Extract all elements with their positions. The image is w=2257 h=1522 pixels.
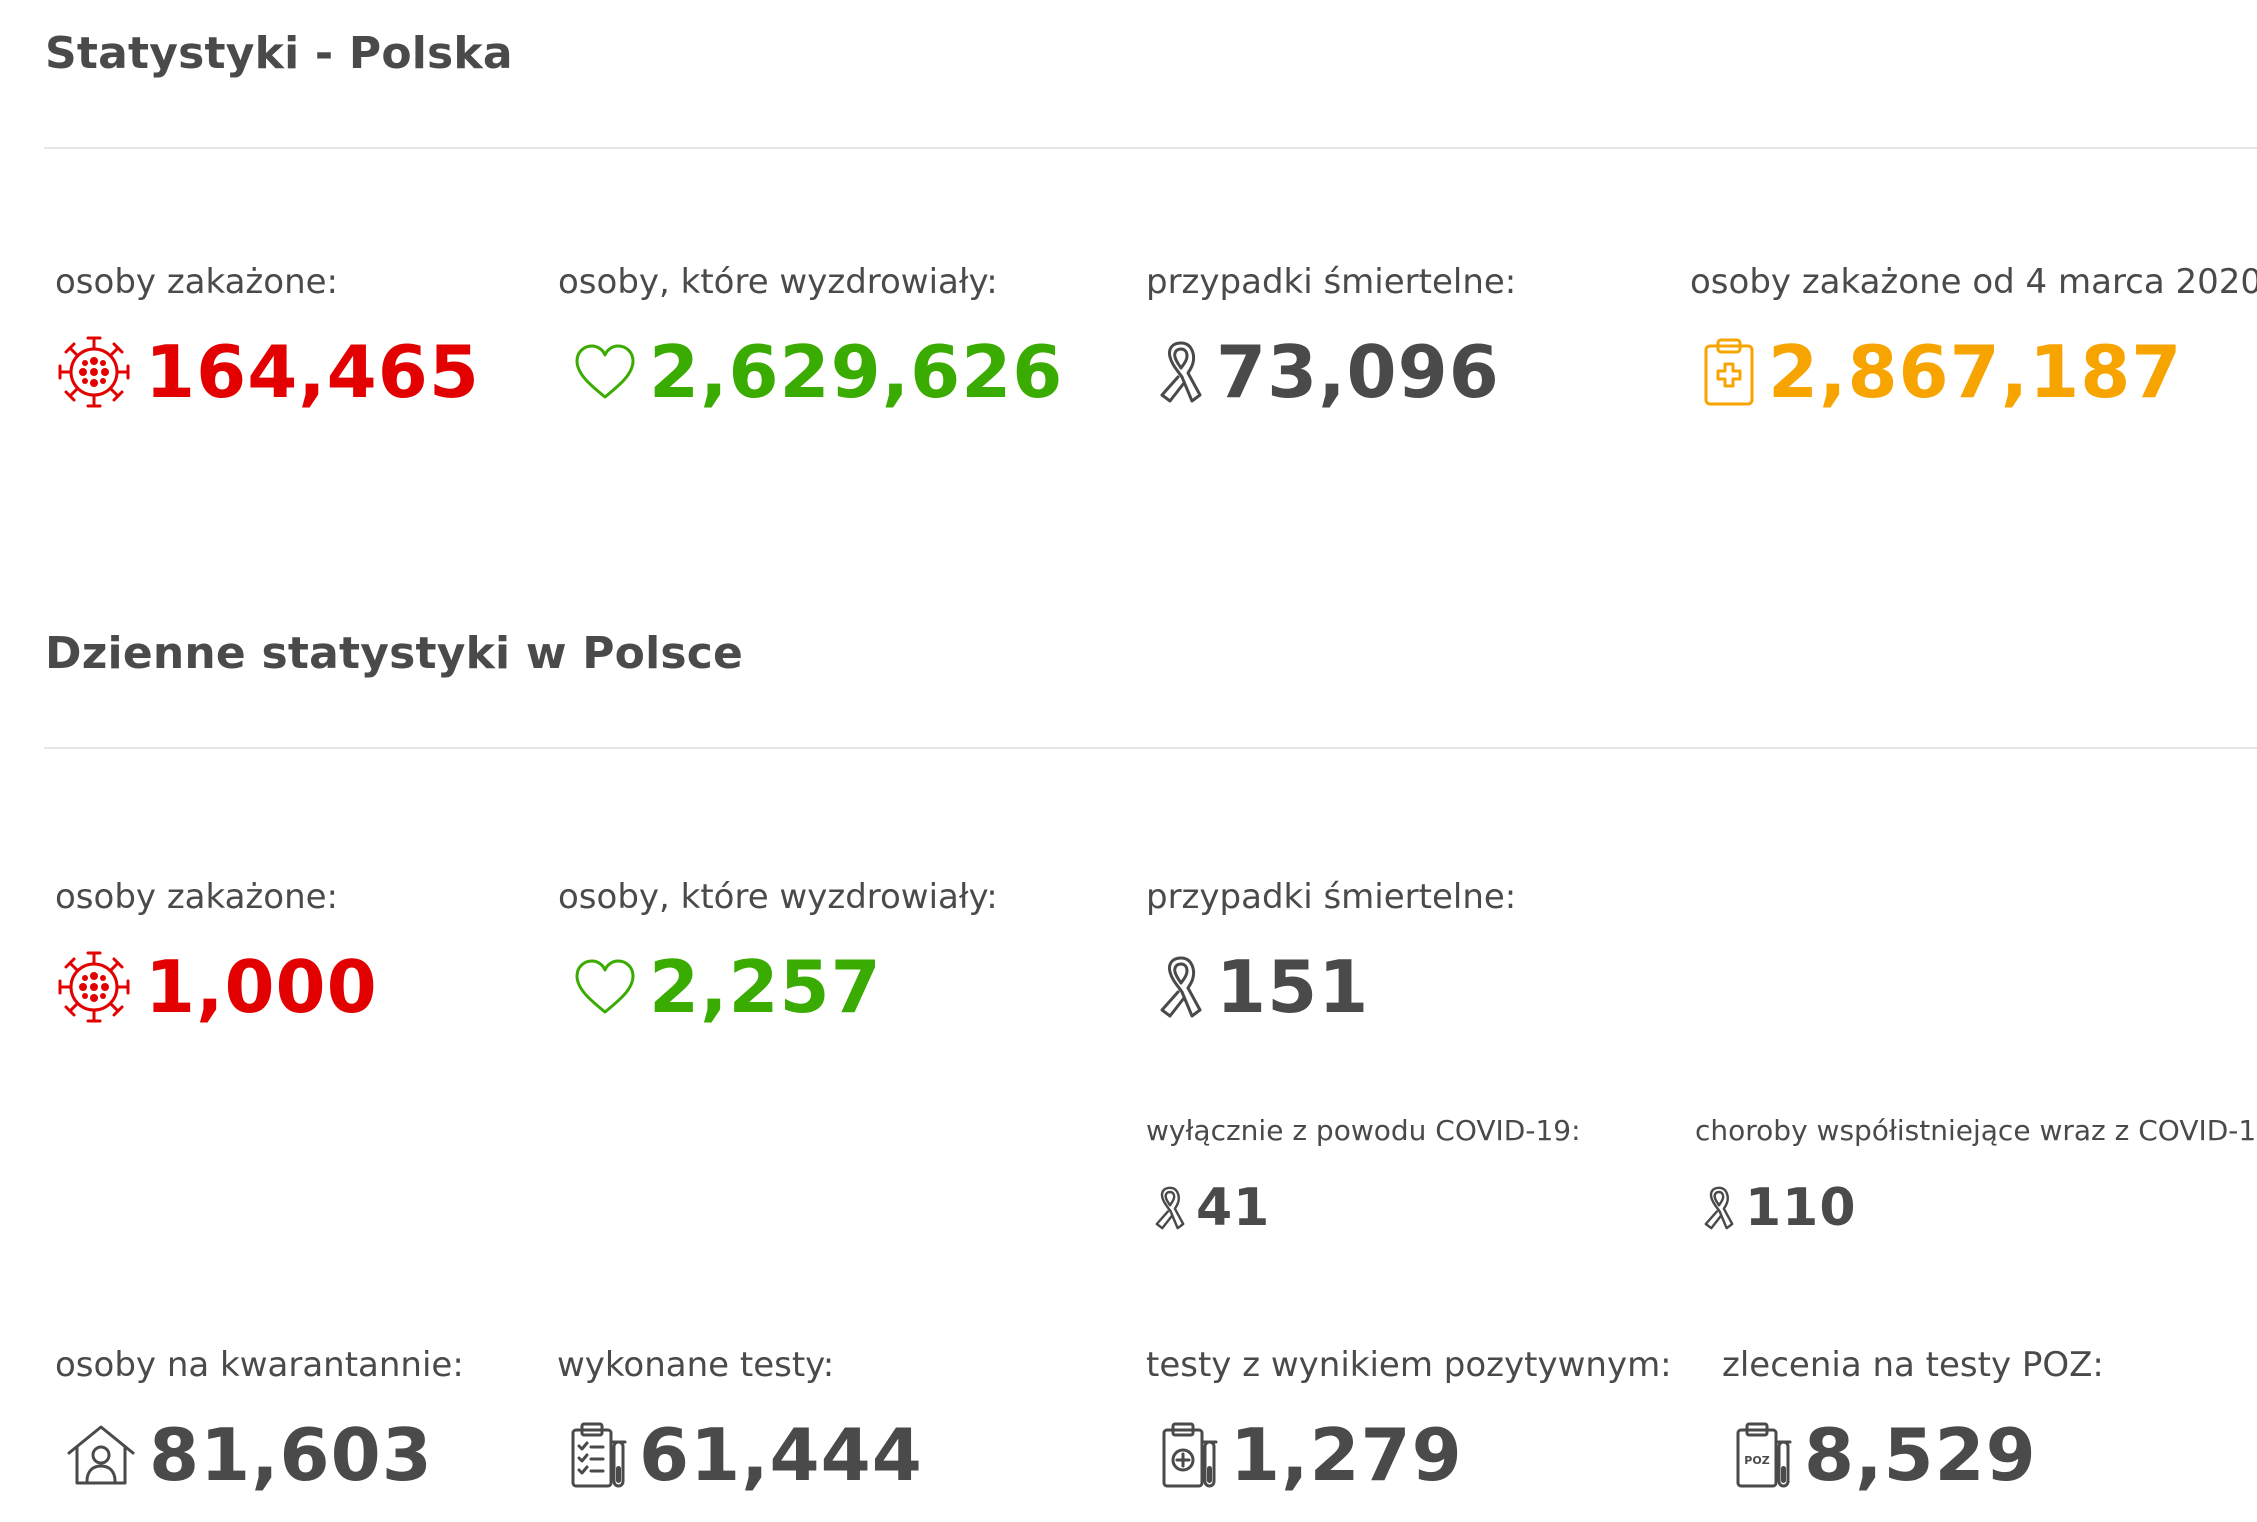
daily-stats-divider [44,747,2257,749]
daily-quarantine-card: osoby na kwarantannie: 81,603 [55,1345,464,1495]
heart-icon [573,958,637,1016]
total-deaths-label: przypadki śmiertelne: [1146,262,1517,302]
daily-poz-orders-card: zlecenia na testy POZ: POZ 8,529 [1722,1345,2104,1495]
daily-positive-tests-card: testy z wynikiem pozytywnym: 1,279 [1146,1345,1672,1495]
daily-deaths-covid-only-value: 41 [1196,1178,1271,1238]
daily-stats-title: Dzienne statystyki w Polsce [45,628,744,679]
daily-deaths-covid-only-card: wyłącznie z powodu COVID-19: 41 [1146,1114,1581,1238]
ribbon-icon [1158,954,1204,1020]
total-deaths-card: przypadki śmiertelne: 73,096 [1146,262,1516,412]
clipboard-test-tube-icon [1160,1420,1218,1490]
total-stats-title: Statystyki - Polska [45,28,513,79]
daily-infected-label: osoby zakażone: [55,877,339,917]
daily-tests-label: wykonane testy: [557,1345,835,1385]
total-infected-label: osoby zakażone: [55,262,339,302]
daily-quarantine-label: osoby na kwarantannie: [55,1345,464,1385]
heart-icon [573,343,637,401]
total-since-value: 2,867,187 [1768,330,2183,414]
total-deaths-value: 73,096 [1216,330,1500,414]
daily-poz-orders-label: zlecenia na testy POZ: [1722,1345,2104,1385]
daily-deaths-comorbid-value: 110 [1745,1178,1857,1238]
virus-icon [55,948,133,1026]
daily-recovered-value: 2,257 [649,945,882,1029]
daily-deaths-label: przypadki śmiertelne: [1146,877,1517,917]
total-recovered-label: osoby, które wyzdrowiały: [558,262,998,302]
daily-positive-tests-label: testy z wynikiem pozytywnym: [1146,1345,1672,1385]
daily-deaths-value: 151 [1216,945,1370,1029]
total-stats-divider [44,147,2257,149]
clipboard-plus-icon [1702,336,1756,408]
total-recovered-value: 2,629,626 [649,330,1064,414]
daily-infected-card: osoby zakażone: [55,877,378,1027]
poz-icon-text: POZ [1744,1454,1769,1467]
daily-recovered-card: osoby, które wyzdrowiały: 2,257 [558,877,998,1027]
daily-deaths-card: przypadki śmiertelne: 151 [1146,877,1516,1027]
daily-poz-orders-value: 8,529 [1804,1413,2037,1497]
ribbon-icon [1703,1185,1735,1231]
daily-tests-value: 61,444 [639,1413,923,1497]
daily-deaths-comorbid-label: choroby współistniejące wraz z COVID-19: [1695,1114,2257,1147]
total-infected-card: osoby zakażone: [55,262,480,412]
daily-deaths-comorbid-card: choroby współistniejące wraz z COVID-19:… [1695,1114,2257,1238]
daily-infected-value: 1,000 [145,945,378,1029]
total-recovered-card: osoby, które wyzdrowiały: 2,629,626 [558,262,1063,412]
total-since-card: osoby zakażone od 4 marca 2020: 2,867,18… [1690,262,2257,412]
clipboard-poz-icon: POZ [1734,1420,1792,1490]
daily-deaths-covid-only-label: wyłącznie z powodu COVID-19: [1146,1114,1581,1147]
virus-icon [55,333,133,411]
daily-positive-tests-value: 1,279 [1230,1413,1463,1497]
clipboard-checklist-icon [569,1420,627,1490]
house-person-icon [65,1423,137,1487]
daily-tests-card: wykonane testy: 61,444 [557,1345,923,1495]
total-since-label: osoby zakażone od 4 marca 2020: [1690,262,2257,302]
daily-recovered-label: osoby, które wyzdrowiały: [558,877,998,917]
ribbon-icon [1154,1185,1186,1231]
daily-quarantine-value: 81,603 [149,1413,433,1497]
ribbon-icon [1158,339,1204,405]
total-infected-value: 164,465 [145,330,480,414]
